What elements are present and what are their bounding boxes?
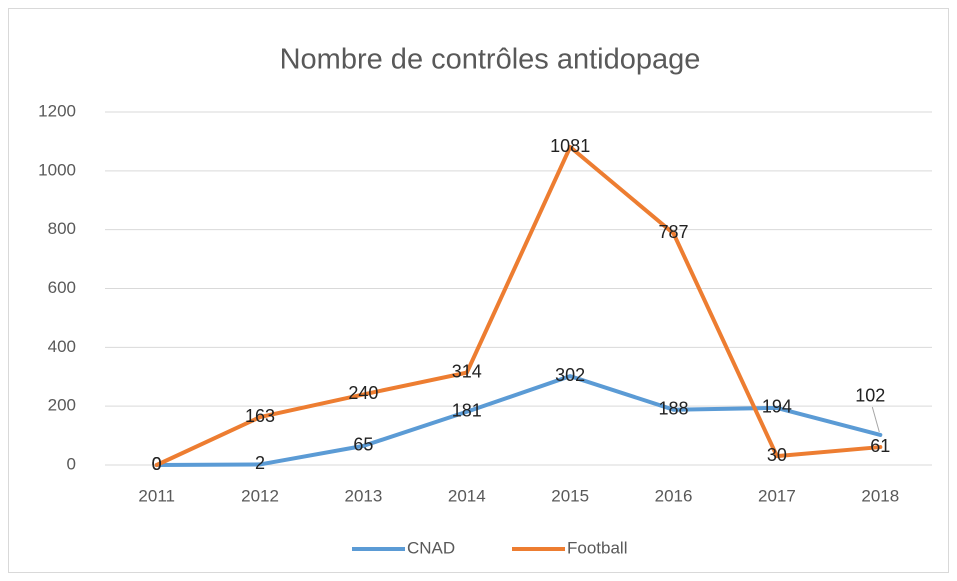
data-label: 1081 <box>550 136 590 156</box>
leader-line <box>871 406 880 433</box>
series-line <box>154 374 883 467</box>
x-tick-label: 2014 <box>448 486 486 505</box>
x-tick-label: 2018 <box>861 486 899 505</box>
x-tick-label: 2015 <box>551 486 589 505</box>
y-tick-label: 400 <box>48 337 76 356</box>
data-label: 0 <box>152 454 162 474</box>
legend-label: Football <box>567 538 627 557</box>
x-tick-label: 2017 <box>758 486 796 505</box>
y-tick-label: 800 <box>48 219 76 238</box>
chart-title: Nombre de contrôles antidopage <box>280 44 701 76</box>
series-line <box>154 145 883 467</box>
y-tick-label: 1200 <box>38 101 76 120</box>
data-label: 194 <box>762 397 792 417</box>
data-label: 163 <box>245 406 275 426</box>
data-label: 302 <box>555 365 585 385</box>
y-tick-label: 0 <box>67 454 76 473</box>
data-label: 314 <box>452 361 482 381</box>
legend-label: CNAD <box>407 538 455 557</box>
x-tick-label: 2011 <box>138 486 175 505</box>
data-label: 102 <box>855 386 885 406</box>
data-label: 240 <box>348 383 378 403</box>
data-label: 188 <box>659 398 689 418</box>
data-label: 787 <box>659 222 689 242</box>
data-label: 2 <box>255 453 265 473</box>
data-label: 181 <box>452 401 482 421</box>
x-tick-label: 2016 <box>655 486 693 505</box>
data-label: 61 <box>870 436 890 456</box>
x-tick-label: 2013 <box>345 486 383 505</box>
data-label: 30 <box>767 445 787 465</box>
x-tick-label: 2012 <box>241 486 279 505</box>
y-tick-label: 1000 <box>38 160 76 179</box>
data-label: 65 <box>353 435 373 455</box>
y-tick-label: 200 <box>48 396 76 415</box>
chart-border <box>8 8 949 573</box>
data-label: 0 <box>152 454 162 474</box>
y-tick-label: 600 <box>48 278 76 297</box>
